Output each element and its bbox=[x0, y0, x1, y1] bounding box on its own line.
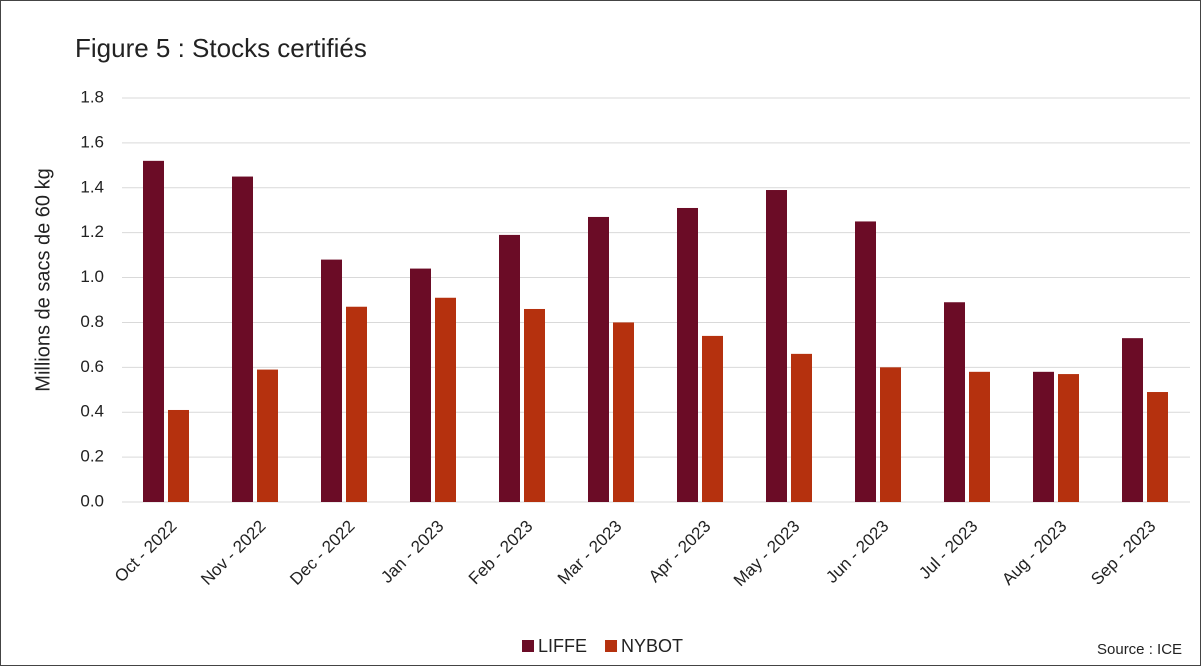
y-axis-label: Millions de sacs de 60 kg bbox=[32, 168, 54, 391]
bar bbox=[791, 353, 812, 502]
bar bbox=[766, 190, 787, 502]
bar bbox=[499, 234, 520, 502]
y-tick-label: 0.0 bbox=[80, 491, 104, 510]
legend-label: LIFFE bbox=[538, 636, 587, 656]
bar bbox=[1058, 374, 1079, 502]
bar bbox=[168, 409, 189, 502]
y-tick-label: 1.2 bbox=[80, 222, 104, 241]
bar bbox=[435, 297, 456, 502]
bar bbox=[143, 160, 164, 502]
legend-label: NYBOT bbox=[621, 636, 683, 656]
bar bbox=[346, 306, 367, 502]
bar bbox=[677, 207, 698, 502]
source: Source : ICE bbox=[1097, 641, 1182, 658]
legend-swatch bbox=[605, 640, 618, 652]
y-tick-label: 0.8 bbox=[80, 312, 104, 331]
y-tick-label: 1.6 bbox=[80, 132, 104, 151]
bar bbox=[702, 335, 723, 502]
bar bbox=[524, 308, 545, 502]
bar bbox=[1033, 371, 1054, 502]
bar bbox=[257, 369, 278, 502]
y-tick-label: 1.8 bbox=[80, 87, 104, 106]
bar bbox=[855, 221, 876, 502]
bar bbox=[1147, 392, 1168, 502]
y-tick-label: 0.2 bbox=[80, 447, 104, 466]
y-tick-label: 0.4 bbox=[80, 402, 104, 421]
bar bbox=[1122, 338, 1143, 502]
chart-title: Figure 5 : Stocks certifiés bbox=[75, 33, 367, 63]
bar bbox=[880, 367, 901, 502]
bar bbox=[321, 259, 342, 502]
bar bbox=[232, 176, 253, 503]
y-tick-label: 0.6 bbox=[80, 357, 104, 376]
bar bbox=[969, 371, 990, 502]
y-tick-label: 1.0 bbox=[80, 267, 104, 286]
bar bbox=[944, 302, 965, 502]
bar bbox=[588, 216, 609, 502]
bar bbox=[410, 268, 431, 502]
bar bbox=[613, 322, 634, 502]
y-tick-label: 1.4 bbox=[80, 177, 104, 196]
legend-swatch bbox=[522, 640, 534, 652]
